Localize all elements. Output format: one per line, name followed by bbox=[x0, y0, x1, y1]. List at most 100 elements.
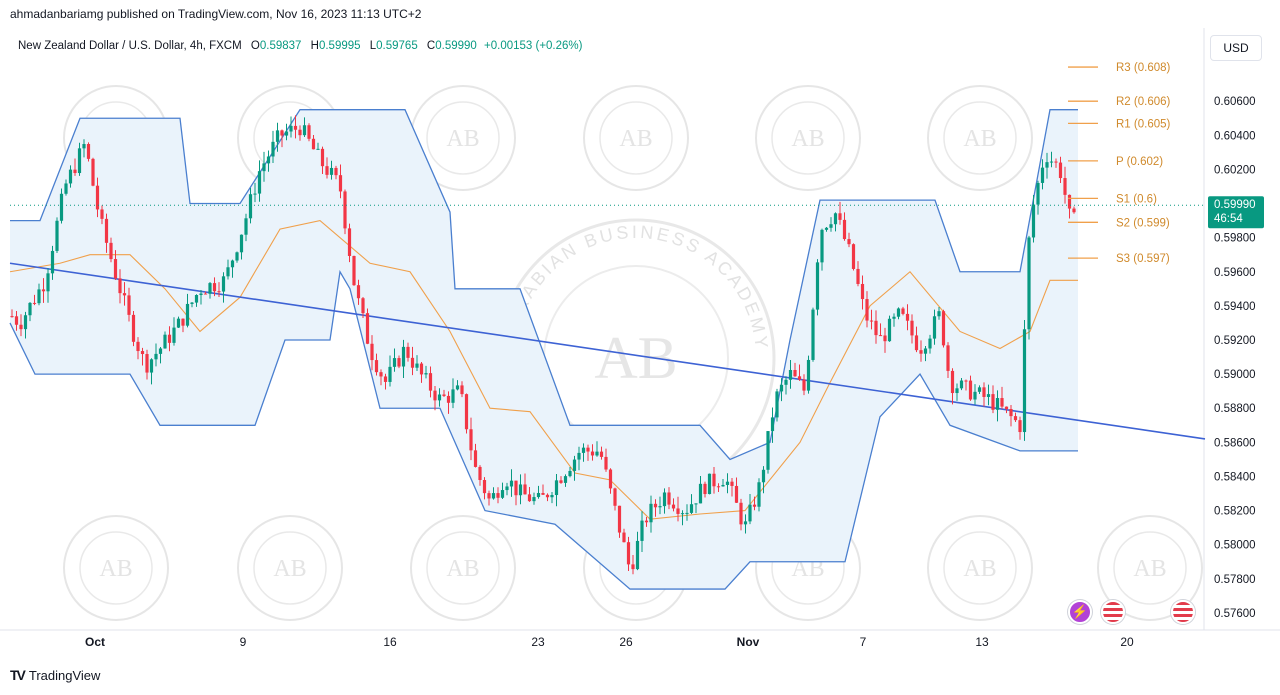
candle-body bbox=[68, 169, 73, 184]
watermark-seal-12 bbox=[1097, 515, 1203, 621]
price-tick-label: 0.59400 bbox=[1214, 301, 1256, 313]
watermark-initials-11: AB bbox=[963, 556, 996, 582]
price-tick-label: 0.60400 bbox=[1214, 130, 1256, 142]
symbol-legend: New Zealand Dollar / U.S. Dollar, 4h, FX… bbox=[18, 40, 582, 52]
price-tick-label: 0.58400 bbox=[1214, 471, 1256, 483]
candle-body bbox=[217, 291, 221, 293]
candles bbox=[10, 115, 1204, 575]
candle-body bbox=[41, 289, 46, 292]
candle-body bbox=[64, 183, 68, 194]
candle-body bbox=[775, 391, 779, 418]
candle-body bbox=[946, 345, 950, 371]
price-badge-countdown: 46:54 bbox=[1214, 213, 1243, 225]
time-tick-label: Nov bbox=[737, 635, 760, 649]
candle-body bbox=[154, 353, 158, 360]
candle-body bbox=[1000, 398, 1004, 407]
candle-body bbox=[914, 335, 919, 351]
watermark-seal-5 bbox=[927, 85, 1033, 191]
channel-lower-line bbox=[9, 269, 1078, 590]
candle-body bbox=[761, 469, 766, 483]
candle-body bbox=[874, 320, 878, 336]
close-value: 0.59990 bbox=[435, 40, 477, 52]
candle-body bbox=[104, 218, 109, 243]
us-flag-event-icon-2[interactable] bbox=[1171, 600, 1195, 624]
price-tick-label: 0.60200 bbox=[1214, 164, 1256, 176]
time-tick-label: 20 bbox=[1120, 635, 1134, 649]
candle-body bbox=[167, 334, 172, 343]
watermark-initials-6: AB bbox=[99, 556, 132, 582]
price-axis[interactable]: 0.57600 0.57800 0.58000 0.58200 0.58400 0.586… bbox=[1208, 96, 1264, 620]
candle-body bbox=[383, 376, 388, 382]
candle-body bbox=[487, 493, 491, 499]
candle-body bbox=[577, 452, 581, 460]
watermark-ring-7 bbox=[253, 531, 327, 605]
candle-body bbox=[820, 229, 824, 263]
us-flag-event-icon[interactable] bbox=[1101, 600, 1125, 624]
candle-body bbox=[1058, 162, 1063, 179]
candle-body bbox=[185, 303, 190, 326]
candle-body bbox=[509, 480, 514, 487]
time-axis[interactable]: Oct 9 16 23 26 Nov 7 13 20 bbox=[85, 635, 1134, 649]
watermark-ring-6 bbox=[79, 531, 153, 605]
change-value: +0.00153 (+0.26%) bbox=[484, 40, 583, 52]
candle-body bbox=[707, 473, 712, 495]
candle-body bbox=[896, 308, 901, 317]
candle-body bbox=[550, 495, 554, 498]
candle-body bbox=[23, 315, 28, 330]
price-badge-value: 0.59990 bbox=[1214, 199, 1256, 211]
watermark-initials-12: AB bbox=[1133, 556, 1166, 582]
candle-body bbox=[806, 359, 811, 391]
candle-body bbox=[838, 213, 842, 220]
currency-button[interactable]: USD bbox=[1210, 35, 1262, 61]
candle-body bbox=[122, 293, 127, 296]
watermark-initials-7: AB bbox=[273, 556, 306, 582]
watermark-ring-4 bbox=[771, 101, 845, 175]
watermark-ring-11 bbox=[943, 531, 1017, 605]
candle-body bbox=[878, 335, 883, 337]
candle-body bbox=[1004, 406, 1009, 410]
footer-brand[interactable]: TV TradingView bbox=[10, 667, 100, 683]
candle-body bbox=[118, 278, 122, 294]
candle-body bbox=[554, 480, 559, 496]
chart-canvas[interactable]: ABABABABABABABABABABABABABABARABIAN BUSI… bbox=[0, 28, 1280, 658]
candle-body bbox=[127, 295, 131, 315]
candle-body bbox=[1049, 161, 1054, 163]
candle-body bbox=[95, 185, 100, 210]
candle-body bbox=[208, 283, 212, 294]
candle-body bbox=[433, 390, 437, 401]
watermark-ring-8 bbox=[426, 531, 500, 605]
candle-body bbox=[784, 379, 788, 385]
symbol-title: New Zealand Dollar / U.S. Dollar, 4h, FX… bbox=[18, 40, 242, 52]
candle-body bbox=[1036, 182, 1040, 205]
candle-body bbox=[338, 175, 343, 192]
candle-body bbox=[721, 484, 725, 487]
candle-body bbox=[158, 348, 163, 354]
candle-body bbox=[608, 469, 613, 489]
chart-area[interactable]: ABABABABABABABABABABABABABABARABIAN BUSI… bbox=[0, 28, 1280, 658]
price-tick-label: 0.60600 bbox=[1214, 96, 1256, 108]
candle-body bbox=[802, 379, 806, 391]
candle-body bbox=[739, 502, 743, 525]
candle-body bbox=[833, 213, 838, 225]
candle-body bbox=[811, 309, 815, 360]
channel-fill bbox=[10, 109, 1078, 590]
candle-body bbox=[446, 395, 451, 403]
lightning-icon[interactable]: ⚡ bbox=[1068, 600, 1092, 624]
candle-body bbox=[766, 431, 770, 470]
candle-body bbox=[136, 341, 140, 352]
high-key: H bbox=[310, 40, 319, 52]
candle-body bbox=[149, 359, 154, 373]
candle-body bbox=[694, 503, 698, 505]
candle-body bbox=[77, 148, 82, 174]
candle-body bbox=[1018, 420, 1022, 433]
low-value: 0.59765 bbox=[376, 40, 418, 52]
price-channel bbox=[9, 109, 1078, 590]
price-tick-label: 0.58200 bbox=[1214, 506, 1256, 518]
price-tick-label: 0.59000 bbox=[1214, 369, 1256, 381]
price-tick-label: 0.57800 bbox=[1214, 574, 1256, 586]
time-tick-label: 7 bbox=[860, 635, 867, 649]
candle-body bbox=[230, 260, 235, 268]
candle-body bbox=[757, 482, 761, 507]
candle-body bbox=[716, 486, 721, 488]
candle-body bbox=[343, 191, 347, 229]
